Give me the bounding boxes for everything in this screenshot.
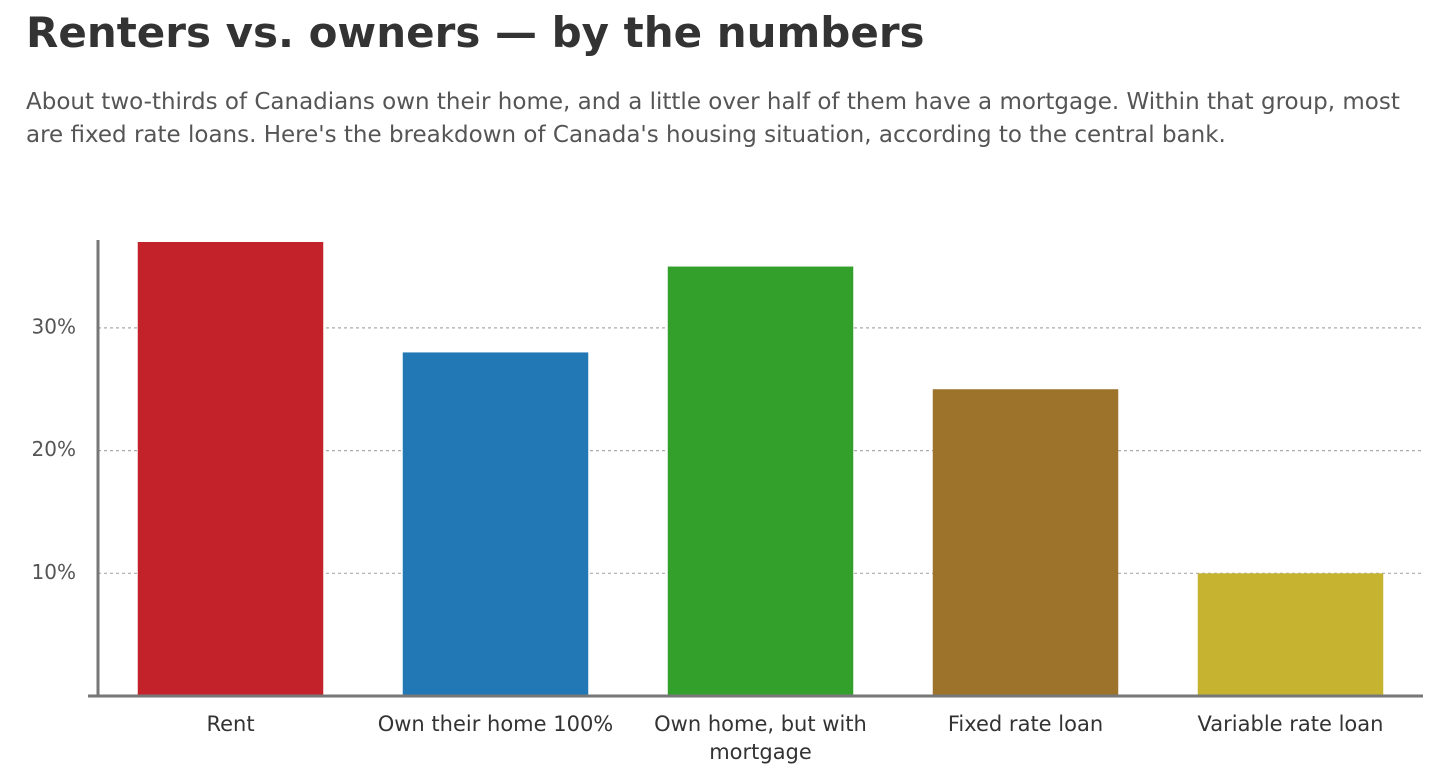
y-tick-label: 30% xyxy=(32,314,76,338)
y-tick-label: 20% xyxy=(32,437,76,461)
bar xyxy=(402,352,589,696)
x-tick-label: Variable rate loan xyxy=(1197,712,1384,736)
x-tick-label: Own home, but with mortgage xyxy=(654,712,867,764)
y-tick-label: 10% xyxy=(32,560,76,584)
x-tick-label: Rent xyxy=(206,712,255,736)
bar xyxy=(1197,573,1384,696)
x-tick-label: Own their home 100% xyxy=(377,712,614,736)
bar xyxy=(667,266,854,696)
chart-subtitle: About two-thirds of Canadians own their … xyxy=(26,89,1400,148)
chart-title: Renters vs. owners — by the numbers xyxy=(26,8,925,57)
x-tick-label: Fixed rate loan xyxy=(947,712,1104,736)
bar xyxy=(137,242,324,696)
bar xyxy=(932,389,1119,696)
